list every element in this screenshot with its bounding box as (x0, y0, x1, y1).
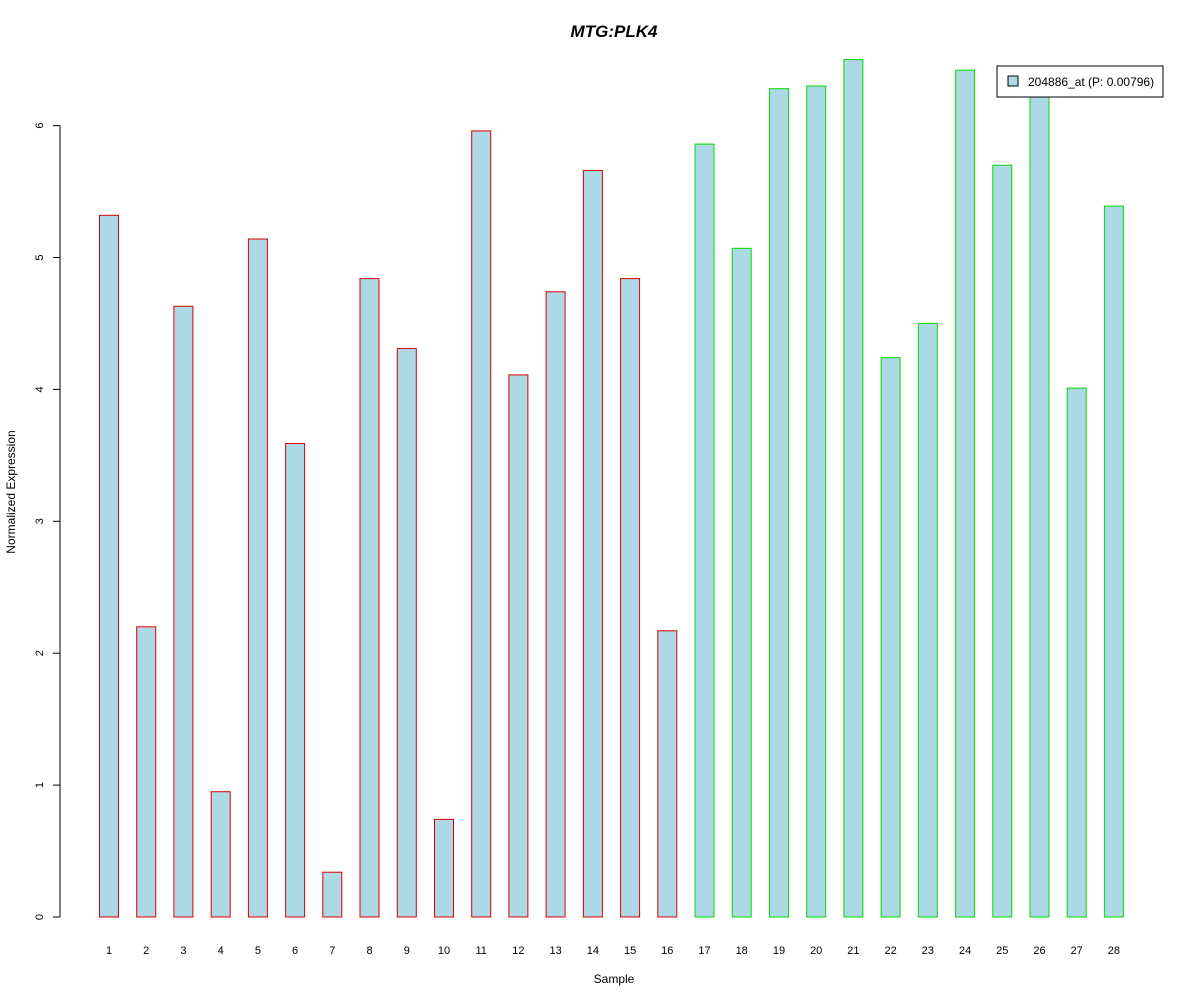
bar (620, 278, 641, 918)
x-tick-label: 25 (996, 945, 1008, 957)
bar (136, 626, 157, 918)
bar (1103, 205, 1124, 918)
x-tick-label: 11 (475, 945, 486, 957)
x-tick-label: 8 (366, 945, 372, 957)
x-tick-label: 27 (1071, 945, 1083, 957)
x-tick-label: 14 (587, 945, 599, 957)
y-axis-label: Normalized Expression (4, 430, 18, 553)
x-tick-label: 24 (959, 945, 971, 957)
bar (769, 88, 789, 918)
x-tick-labels: 1 2 3 4 5 6 7 8 9 10 11 12 13 14 15 16 17 18 19 20 21 22 23 24 2… (106, 945, 1120, 957)
bar (434, 818, 454, 918)
x-tick-label: 28 (1108, 945, 1120, 957)
x-axis-label: Sample (594, 972, 635, 986)
x-tick-label: 9 (404, 945, 410, 957)
y-tick-label: 2 (34, 650, 46, 656)
bar (843, 59, 864, 918)
x-tick-label: 15 (624, 945, 636, 957)
bar (731, 247, 752, 918)
x-tick-label: 5 (255, 945, 261, 957)
bar (992, 164, 1013, 918)
bar (247, 238, 268, 918)
x-tick-label: 10 (438, 945, 450, 957)
x-tick-label: 3 (180, 945, 186, 957)
x-tick-label: 2 (143, 945, 149, 957)
x-tick-label: 12 (512, 945, 524, 957)
bar (322, 871, 343, 918)
bar (657, 630, 678, 918)
bar (471, 130, 492, 918)
y-axis: 0 1 2 3 4 5 6 (34, 123, 61, 920)
x-tick-label: 18 (736, 945, 748, 957)
x-tick-label: 4 (218, 945, 224, 957)
x-tick-label: 7 (329, 945, 335, 957)
bar (582, 169, 603, 918)
legend: 204886_at (P: 0.00796) (996, 65, 1164, 98)
y-tick-label: 6 (34, 123, 46, 129)
bar (880, 357, 901, 918)
bar (545, 291, 566, 918)
bar (210, 791, 231, 918)
x-tick-label: 23 (922, 945, 934, 957)
bar (955, 69, 976, 918)
bar (1066, 387, 1087, 918)
bar (285, 443, 306, 918)
x-tick-label: 16 (661, 945, 673, 957)
bar (917, 322, 938, 918)
x-tick-label: 6 (292, 945, 298, 957)
y-tick-label: 3 (34, 518, 46, 524)
x-tick-label: 22 (884, 945, 896, 957)
x-tick-label: 20 (810, 945, 822, 957)
bar (694, 143, 715, 918)
x-tick-label: 1 (106, 945, 112, 957)
y-tick-label: 1 (34, 782, 46, 788)
legend-label: 204886_at (P: 0.00796) (1028, 75, 1154, 89)
bar (359, 278, 380, 918)
x-tick-label: 19 (773, 945, 785, 957)
legend-swatch (1007, 75, 1019, 87)
bar (99, 214, 119, 918)
x-tick-label: 26 (1033, 945, 1045, 957)
y-tick-label: 5 (34, 254, 46, 260)
x-tick-label: 13 (549, 945, 561, 957)
bar (396, 348, 417, 918)
y-tick-label: 4 (34, 386, 46, 392)
chart-title: MTG:PLK4 (571, 22, 658, 41)
x-tick-label: 21 (847, 945, 859, 957)
bar (173, 305, 194, 918)
bar (806, 85, 827, 918)
legend-box (996, 65, 1164, 98)
bars (99, 59, 1124, 918)
bar (508, 374, 529, 918)
bar (1029, 92, 1050, 918)
y-tick-label: 0 (34, 914, 46, 920)
x-tick-label: 17 (698, 945, 710, 957)
